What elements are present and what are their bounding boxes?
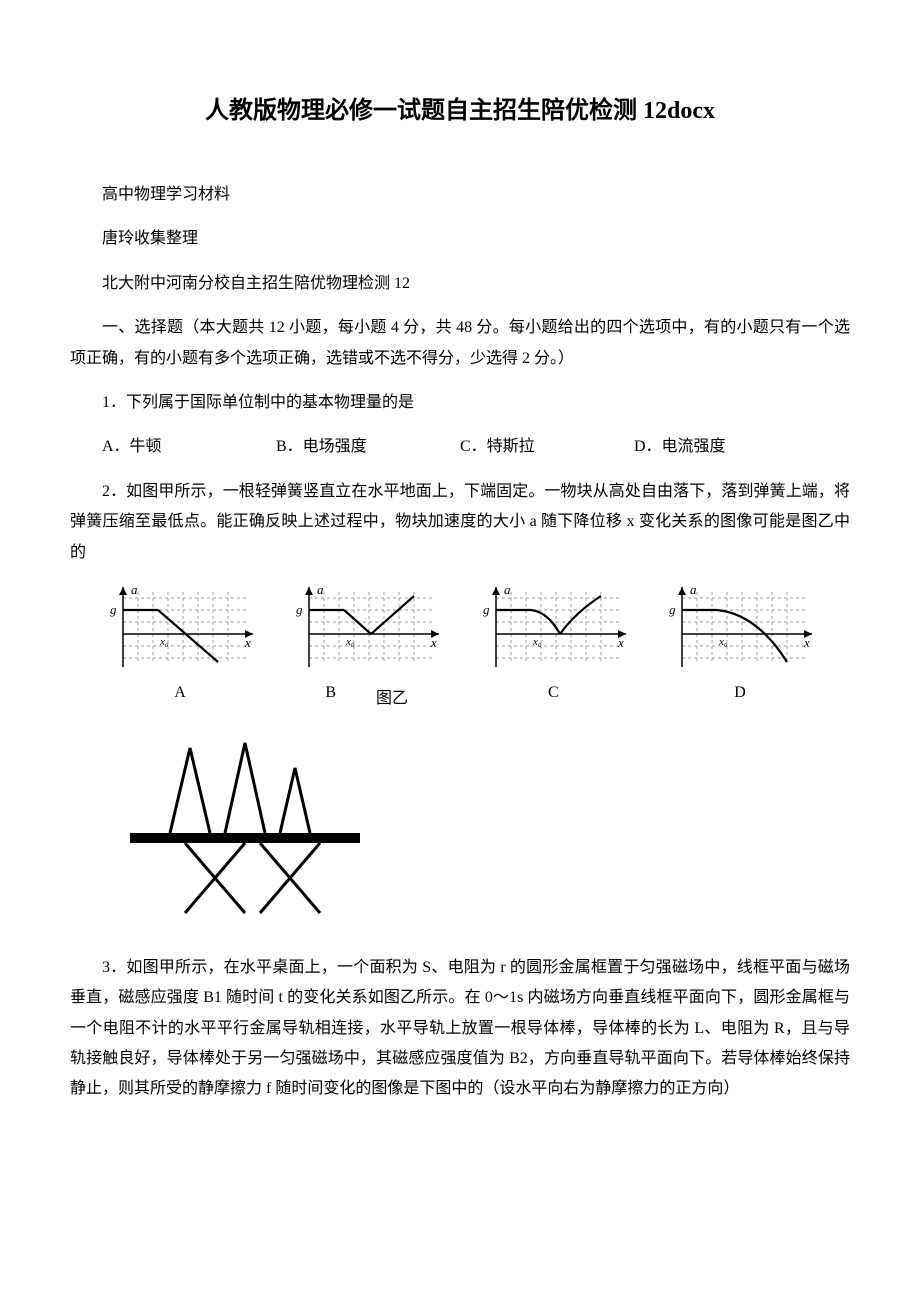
svg-text:x: x — [430, 635, 437, 650]
svg-text:g: g — [110, 602, 117, 617]
svg-text:x: x — [617, 635, 624, 650]
collector: 唐玲收集整理 — [70, 224, 850, 254]
section-instruction: 一、选择题（本大题共 12 小题，每小题 4 分，共 48 分。每小题给出的四个… — [70, 313, 850, 374]
svg-text:x₀: x₀ — [345, 636, 355, 648]
figure-yi-caption: 图乙 — [376, 684, 408, 708]
graph-a: a g x₀ x A — [100, 582, 260, 702]
svg-text:x: x — [803, 635, 810, 650]
figure-yi-row: a g x₀ x A — [70, 582, 850, 708]
svg-text:a: a — [131, 582, 138, 597]
svg-text:g: g — [296, 602, 303, 617]
question-1: 1．下列属于国际单位制中的基本物理量的是 — [70, 388, 850, 418]
page-title: 人教版物理必修一试题自主招生陪优检测 12docx — [70, 90, 850, 125]
graph-b: a g x₀ x B 图乙 — [287, 582, 447, 708]
q1-option-a: A．牛顿 — [102, 432, 272, 462]
svg-text:x₀: x₀ — [159, 636, 169, 648]
svg-text:g: g — [669, 602, 676, 617]
q1-option-c: C．特斯拉 — [460, 432, 630, 462]
svg-text:a: a — [690, 582, 697, 597]
question-3: 3．如图甲所示，在水平桌面上，一个面积为 S、电阻为 r 的圆形金属框置于匀强磁… — [70, 953, 850, 1105]
question-2: 2．如图甲所示，一根轻弹簧竖直立在水平地面上，下端固定。一物块从高处自由落下，落… — [70, 477, 850, 568]
q1-option-d: D．电流强度 — [634, 432, 726, 462]
intro-material: 高中物理学习材料 — [70, 180, 850, 210]
graph-d-label: D — [734, 684, 746, 702]
graph-c-label: C — [548, 684, 559, 702]
question-1-options: A．牛顿 B．电场强度 C．特斯拉 D．电流强度 — [70, 432, 850, 462]
svg-text:x: x — [244, 635, 251, 650]
graph-a-label: A — [174, 684, 186, 702]
svg-text:x₀: x₀ — [532, 636, 542, 648]
q1-option-b: B．电场强度 — [276, 432, 456, 462]
graph-b-label: B — [325, 684, 336, 708]
svg-text:x₀: x₀ — [718, 636, 728, 648]
graph-c: a g x₀ x C — [473, 582, 633, 702]
spring-figure — [130, 738, 850, 923]
svg-text:a: a — [504, 582, 511, 597]
graph-d: a g x₀ x D — [660, 582, 820, 702]
svg-text:g: g — [483, 602, 490, 617]
school-heading: 北大附中河南分校自主招生陪优物理检测 12 — [70, 269, 850, 299]
svg-text:a: a — [317, 582, 324, 597]
